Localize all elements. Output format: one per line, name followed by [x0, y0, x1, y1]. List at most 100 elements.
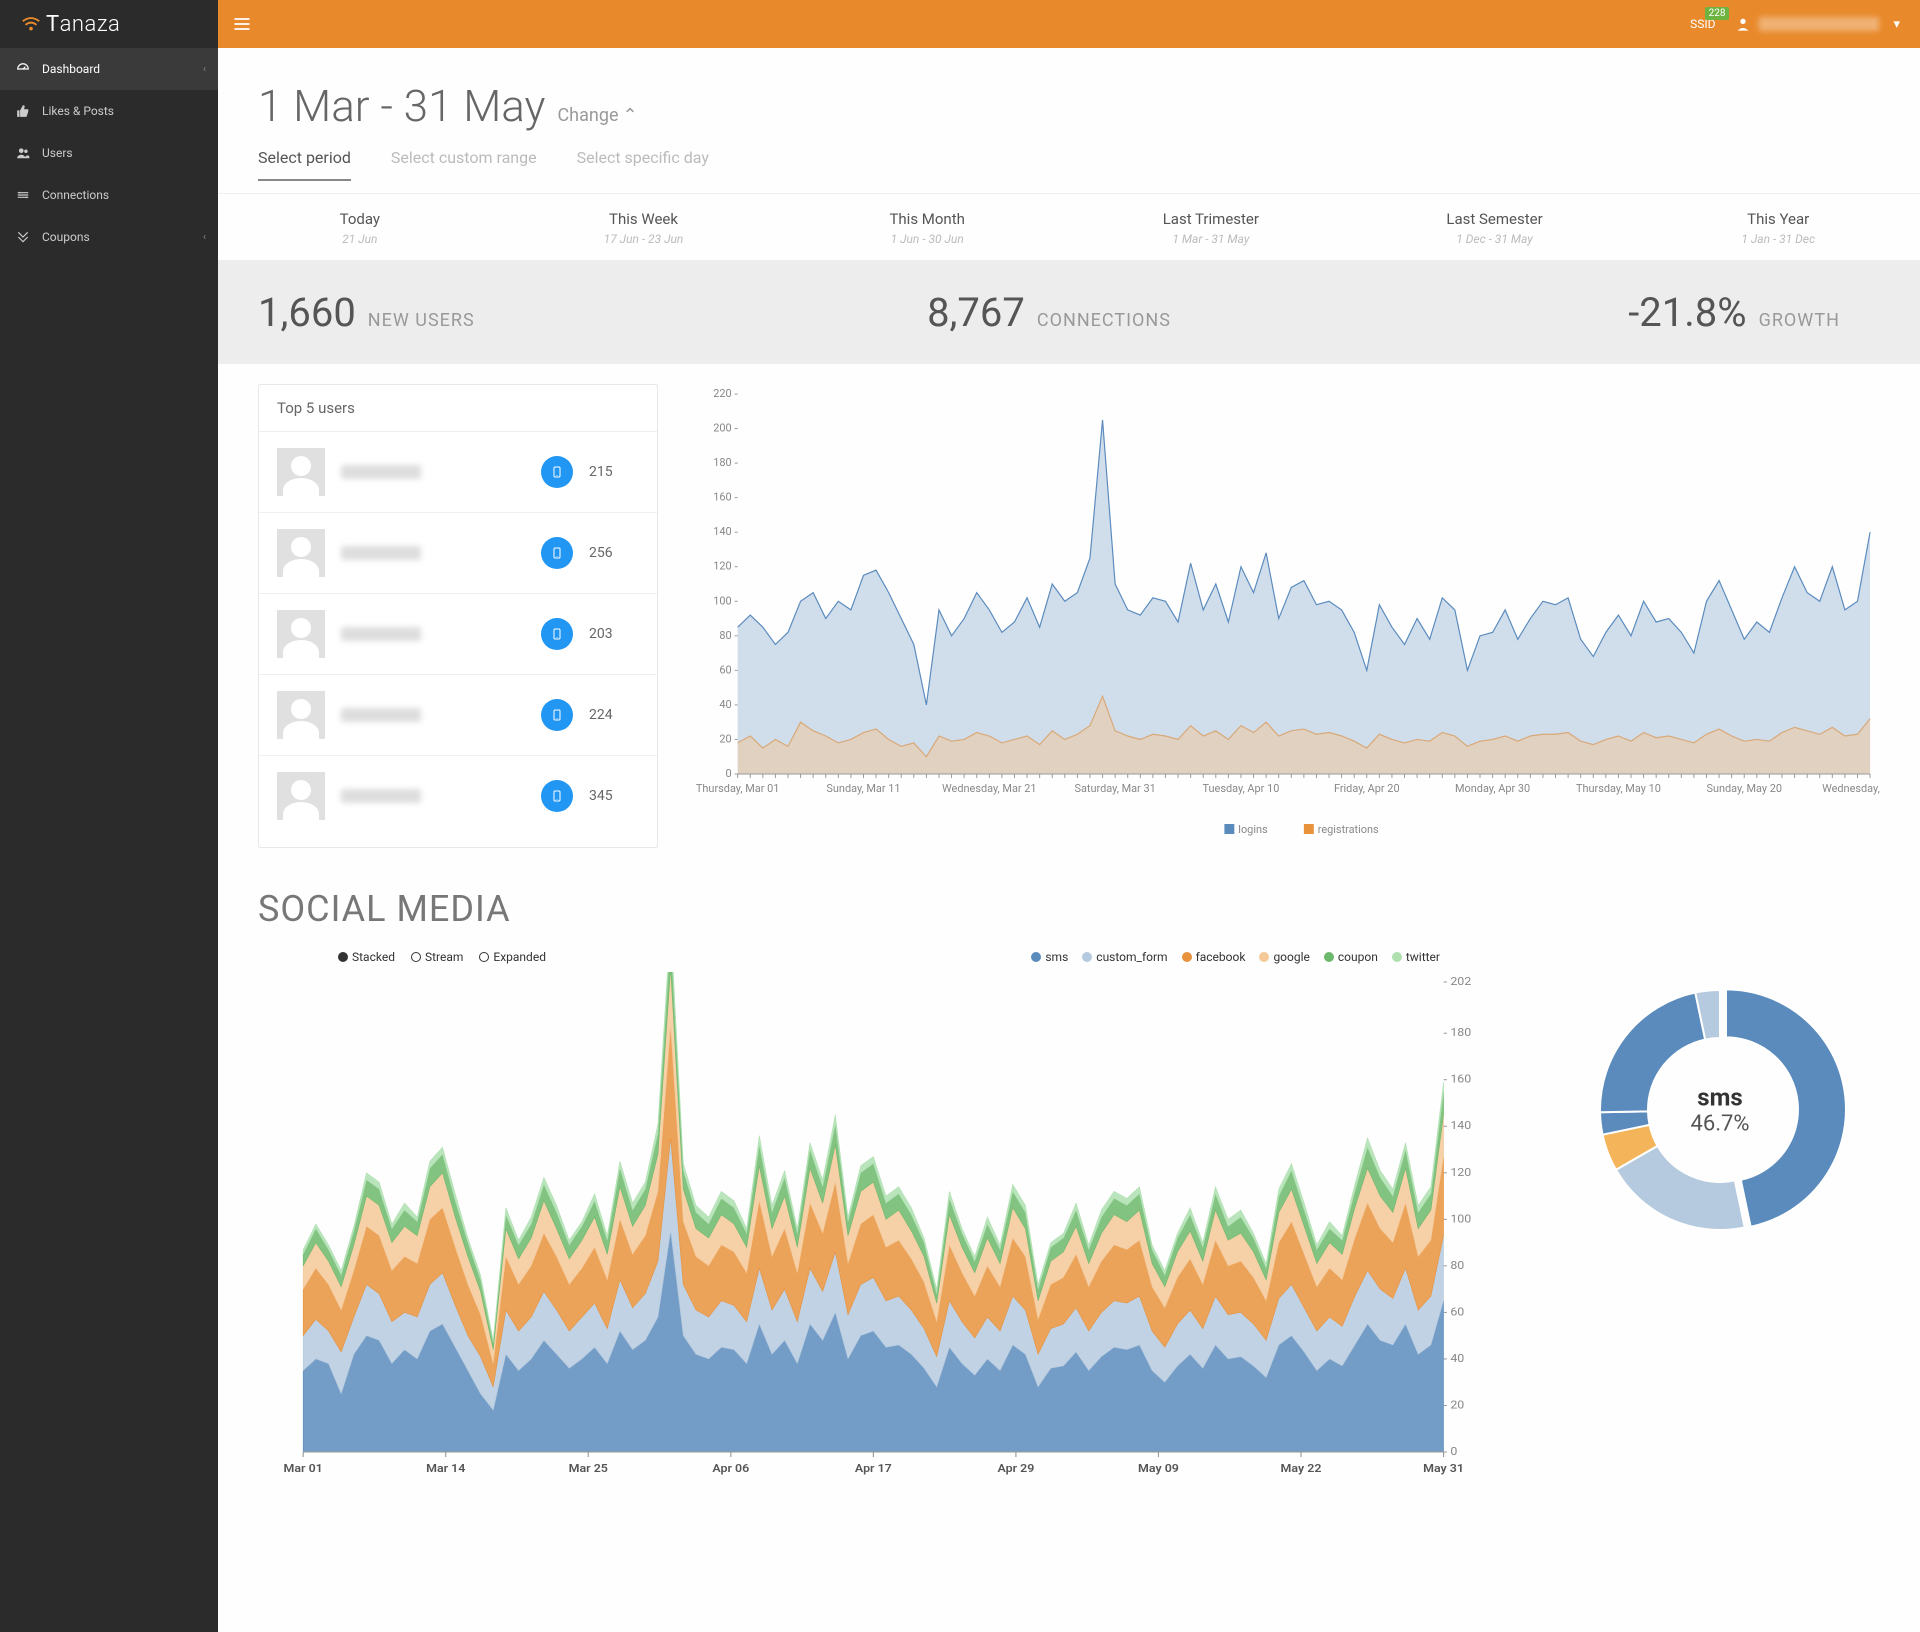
svg-text:202: 202 [1450, 975, 1471, 988]
top-user-row[interactable]: 256 [259, 513, 657, 594]
social-chart: Stacked Stream Expanded sms custom_form face… [258, 950, 1500, 1496]
svg-text:80: 80 [1450, 1259, 1464, 1272]
sidebar-item-label: Likes & Posts [42, 104, 114, 118]
svg-text:Apr 29: Apr 29 [997, 1462, 1034, 1475]
tab-select-specific-day[interactable]: Select specific day [577, 148, 709, 181]
top-user-row[interactable]: 215 [259, 432, 657, 513]
tab-select-custom-range[interactable]: Select custom range [391, 148, 537, 181]
user-menu[interactable]: ▾ [1735, 16, 1900, 32]
ssid-badge[interactable]: SSID 228 [1690, 17, 1715, 31]
period-this-month[interactable]: This Month 1 Jun - 30 Jun [785, 194, 1069, 260]
stat-label: CONNECTIONS [1037, 310, 1171, 331]
svg-text:180: 180 [1450, 1026, 1471, 1039]
change-range-button[interactable]: Change ⌃ [557, 105, 637, 126]
user-login-count: 224 [589, 707, 639, 723]
sidebar-item-connections[interactable]: Connections [0, 174, 218, 216]
period-name: This Month [793, 210, 1061, 228]
svg-text:40: 40 [719, 698, 731, 711]
view-mode-stream[interactable]: Stream [411, 950, 463, 964]
sidebar-item-likes-posts[interactable]: Likes & Posts [0, 90, 218, 132]
top-users-title: Top 5 users [259, 385, 657, 432]
user-name-cell [341, 465, 525, 479]
users-icon [16, 146, 30, 160]
tab-select-period[interactable]: Select period [258, 148, 351, 181]
svg-text:220: 220 [713, 387, 731, 400]
user-login-count: 203 [589, 626, 639, 642]
logo[interactable]: Tanaza [0, 0, 218, 48]
svg-text:Sunday, Mar 11: Sunday, Mar 11 [826, 782, 900, 795]
avatar [277, 691, 325, 739]
legend-twitter[interactable]: twitter [1392, 950, 1440, 964]
user-login-count: 345 [589, 788, 639, 804]
wifi-icon [20, 12, 42, 36]
avatar [277, 448, 325, 496]
svg-text:May 09: May 09 [1138, 1462, 1179, 1475]
svg-text:0: 0 [726, 767, 732, 780]
svg-text:Wednesday, May 31: Wednesday, May 31 [1822, 782, 1880, 795]
legend-facebook[interactable]: facebook [1182, 950, 1246, 964]
dashboard-icon [16, 62, 30, 76]
top-users-panel: Top 5 users 215 256 203 224 345 [258, 384, 658, 848]
period-last-trimester[interactable]: Last Trimester 1 Mar - 31 May [1069, 194, 1353, 260]
sidebar-item-label: Coupons [42, 230, 90, 244]
sidebar-item-label: Connections [42, 188, 109, 202]
svg-text:200: 200 [713, 422, 731, 435]
top-user-row[interactable]: 203 [259, 594, 657, 675]
top-user-row[interactable]: 224 [259, 675, 657, 756]
menu-toggle-button[interactable] [218, 0, 266, 48]
chevron-left-icon: ‹ [203, 64, 206, 75]
view-mode-stacked[interactable]: Stacked [338, 950, 395, 964]
period-name: This Year [1644, 210, 1912, 228]
period-name: This Week [510, 210, 778, 228]
thumbs-up-icon [16, 104, 30, 118]
stat-value: 8,767 [927, 289, 1025, 336]
period-name: Last Semester [1361, 210, 1629, 228]
stat-value: -21.8% [1628, 289, 1746, 336]
period-this-year[interactable]: This Year 1 Jan - 31 Dec [1636, 194, 1920, 260]
sidebar-item-coupons[interactable]: Coupons ‹ [0, 216, 218, 258]
user-name-cell [341, 708, 525, 722]
sidebar-item-label: Dashboard [42, 62, 100, 76]
period-range: 21 Jun [226, 232, 494, 246]
svg-text:20: 20 [719, 732, 731, 745]
legend-coupon[interactable]: coupon [1324, 950, 1378, 964]
svg-text:logins: logins [1238, 823, 1268, 836]
avatar [277, 772, 325, 820]
svg-text:May 22: May 22 [1281, 1462, 1322, 1475]
legend-sms[interactable]: sms [1031, 950, 1068, 964]
svg-text:120: 120 [1450, 1165, 1471, 1178]
period-range: 1 Jun - 30 Jun [793, 232, 1061, 246]
svg-text:60: 60 [719, 663, 731, 676]
coupon-icon [16, 230, 30, 244]
date-range-title: 1 Mar - 31 May [258, 80, 545, 132]
period-this-week[interactable]: This Week 17 Jun - 23 Jun [502, 194, 786, 260]
svg-text:0: 0 [1450, 1445, 1457, 1458]
sidebar-item-dashboard[interactable]: Dashboard ‹ [0, 48, 218, 90]
period-today[interactable]: Today 21 Jun [218, 194, 502, 260]
period-name: Today [226, 210, 494, 228]
svg-text:100: 100 [1450, 1212, 1471, 1225]
sidebar-item-users[interactable]: Users [0, 132, 218, 174]
social-title: SOCIAL MEDIA [258, 888, 1880, 930]
legend-google[interactable]: google [1259, 950, 1309, 964]
donut-value: 46.7% [1690, 1112, 1749, 1137]
top-user-row[interactable]: 345 [259, 756, 657, 836]
mobile-icon [541, 780, 573, 812]
stat-label: NEW USERS [368, 310, 475, 331]
view-mode-expanded[interactable]: Expanded [479, 950, 546, 964]
svg-text:Saturday, Mar 31: Saturday, Mar 31 [1075, 782, 1156, 795]
radio-icon [479, 952, 489, 962]
avatar [277, 529, 325, 577]
svg-text:140: 140 [1450, 1119, 1471, 1132]
period-last-semester[interactable]: Last Semester 1 Dec - 31 May [1353, 194, 1637, 260]
stat-connections: 8,767 CONNECTIONS [785, 289, 1312, 336]
period-range: 1 Dec - 31 May [1361, 232, 1629, 246]
svg-text:20: 20 [1450, 1398, 1464, 1411]
logins-chart: 020406080100120140160180200220Thursday, … [688, 384, 1880, 848]
donut-label: sms [1690, 1084, 1749, 1112]
chevron-left-icon: ‹ [203, 232, 206, 243]
legend-custom_form[interactable]: custom_form [1082, 950, 1167, 964]
svg-text:160: 160 [1450, 1072, 1471, 1085]
svg-text:40: 40 [1450, 1352, 1464, 1365]
svg-text:140: 140 [713, 525, 731, 538]
